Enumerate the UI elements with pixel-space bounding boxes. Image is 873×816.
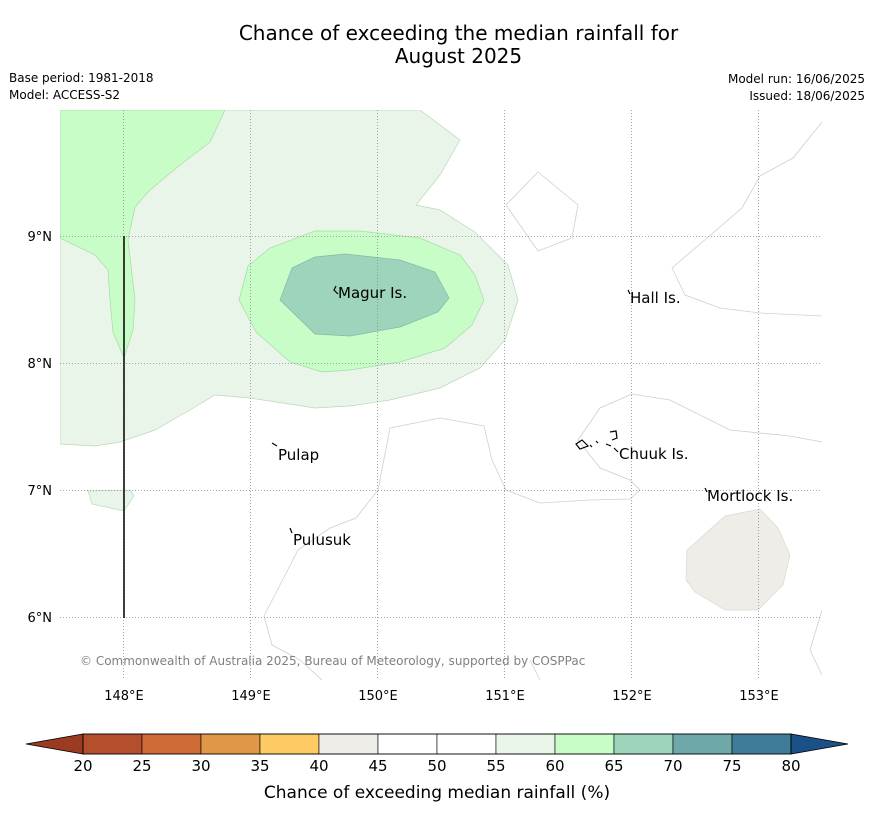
island-chuuk-1 bbox=[575, 439, 590, 450]
colorbar-segment bbox=[377, 733, 438, 755]
colorbar-tick-label: 50 bbox=[427, 757, 446, 775]
colorbar: 20 25 30 35 40 45 50 55 60 65 70 75 80 Chance of exc… bbox=[25, 733, 849, 803]
colorbar-segment bbox=[436, 733, 497, 755]
colorbar-ticks: 20 25 30 35 40 45 50 55 60 65 70 75 80 bbox=[73, 757, 800, 775]
lon-axis-labels: 148°E 149°E 150°E 151°E 152°E 153°E bbox=[104, 689, 779, 704]
map-area: Magur Is. Hall Is. Pulap Chuuk Is. Mortl… bbox=[60, 110, 822, 680]
place-label-pulusuk: Pulusuk bbox=[293, 531, 351, 549]
contour-65-70-magur bbox=[279, 253, 450, 337]
colorbar-segment bbox=[731, 733, 792, 755]
colorbar-tick-label: 25 bbox=[132, 757, 151, 775]
faint-contours bbox=[263, 121, 822, 680]
lat-label: 7°N bbox=[28, 484, 53, 499]
base-period: Base period: 1981-2018 bbox=[9, 71, 154, 85]
island-chuuk-5 bbox=[613, 447, 619, 453]
colorbar-over-arrow bbox=[790, 733, 849, 755]
lat-label: 9°N bbox=[28, 230, 53, 245]
place-label-hall: Hall Is. bbox=[630, 289, 681, 307]
island-chuuk-4 bbox=[595, 440, 599, 444]
colorbar-segment bbox=[259, 733, 320, 755]
colorbar-tick-label: 55 bbox=[486, 757, 505, 775]
colorbar-segment bbox=[672, 733, 733, 755]
lon-label: 148°E bbox=[104, 689, 144, 704]
contour-40-45-southeast bbox=[685, 508, 791, 611]
colorbar-segment bbox=[495, 733, 556, 755]
lon-label: 153°E bbox=[739, 689, 779, 704]
colorbar-tick-label: 40 bbox=[309, 757, 328, 775]
island-pulusuk bbox=[289, 527, 293, 534]
copyright-notice: © Commonwealth of Australia 2025, Bureau… bbox=[80, 654, 585, 668]
grid-lines bbox=[60, 110, 822, 680]
meta-left: Base period: 1981-2018 Model: ACCESS-S2 bbox=[9, 70, 154, 104]
place-label-magur: Magur Is. bbox=[338, 284, 407, 302]
lon-label: 152°E bbox=[612, 689, 652, 704]
colorbar-frame bbox=[82, 733, 792, 755]
colorbar-tick-label: 70 bbox=[663, 757, 682, 775]
colorbar-label: Chance of exceeding median rainfall (%) bbox=[264, 783, 610, 803]
island-outlines bbox=[271, 285, 708, 534]
colorbar-tick-label: 80 bbox=[781, 757, 800, 775]
colorbar-segment bbox=[318, 733, 379, 755]
meta-right: Model run: 16/06/2025 Issued: 18/06/2025 bbox=[728, 71, 865, 105]
island-magur bbox=[333, 285, 339, 295]
colorbar-tick-label: 60 bbox=[545, 757, 564, 775]
colorbar-tick-label: 30 bbox=[191, 757, 210, 775]
place-label-chuuk: Chuuk Is. bbox=[619, 445, 688, 463]
colorbar-segment bbox=[554, 733, 615, 755]
island-chuuk-2 bbox=[609, 430, 618, 441]
lat-axis-labels: 9°N 8°N 7°N 6°N bbox=[28, 230, 53, 626]
model-name: Model: ACCESS-S2 bbox=[9, 88, 121, 102]
colorbar-segment bbox=[141, 733, 202, 755]
island-chuuk-3 bbox=[605, 443, 612, 447]
island-mortlock bbox=[704, 487, 708, 493]
contour-55-60-small bbox=[87, 489, 135, 512]
place-label-mortlock: Mortlock Is. bbox=[707, 487, 793, 505]
colorbar-segment bbox=[82, 733, 143, 755]
colorbar-tick-label: 20 bbox=[73, 757, 92, 775]
colorbar-tick-label: 45 bbox=[368, 757, 387, 775]
colorbar-under-arrow bbox=[25, 733, 84, 755]
lon-label: 151°E bbox=[485, 689, 525, 704]
colorbar-tick-label: 65 bbox=[604, 757, 623, 775]
colorbar-segment bbox=[200, 733, 261, 755]
place-label-pulap: Pulap bbox=[278, 446, 319, 464]
island-hall bbox=[627, 289, 631, 295]
map-title-line1: Chance of exceeding the median rainfall … bbox=[238, 21, 679, 45]
island-pulap bbox=[271, 442, 278, 447]
colorbar-tick-label: 75 bbox=[722, 757, 741, 775]
model-run: Model run: 16/06/2025 bbox=[727, 72, 865, 86]
map-title: Chance of exceeding the median rainfall … bbox=[0, 22, 873, 68]
island-chuuk-6 bbox=[589, 444, 593, 448]
colorbar-tick-label: 35 bbox=[250, 757, 269, 775]
colorbar-segment bbox=[613, 733, 674, 755]
map-title-line2: August 2025 bbox=[394, 44, 523, 68]
lon-label: 149°E bbox=[231, 689, 271, 704]
lat-label: 6°N bbox=[28, 611, 53, 626]
issued-date: Issued: 18/06/2025 bbox=[749, 89, 865, 103]
contour-60-65-west bbox=[60, 110, 226, 360]
colorbar-segments bbox=[82, 733, 792, 755]
lon-label: 150°E bbox=[358, 689, 398, 704]
lat-label: 8°N bbox=[28, 357, 53, 372]
